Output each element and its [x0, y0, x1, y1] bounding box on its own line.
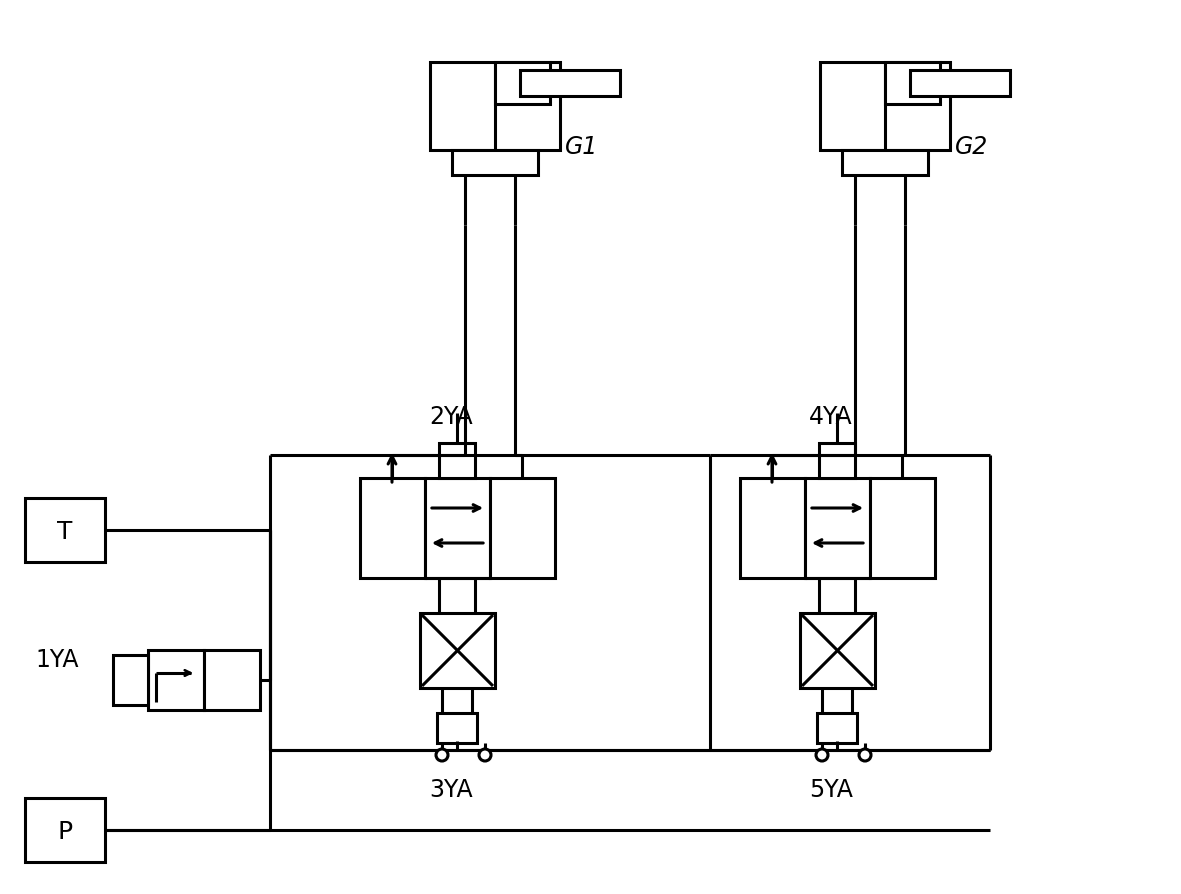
Bar — [437, 713, 477, 743]
Bar — [818, 443, 855, 478]
Bar — [805, 478, 870, 578]
Circle shape — [479, 749, 491, 761]
Bar — [420, 613, 495, 688]
Bar — [520, 70, 620, 96]
Bar — [430, 62, 560, 150]
Bar — [113, 655, 148, 705]
Bar — [870, 478, 935, 578]
Bar — [740, 478, 805, 578]
Text: T: T — [58, 520, 73, 544]
Bar — [360, 478, 425, 578]
Circle shape — [859, 749, 872, 761]
Bar — [817, 713, 857, 743]
Text: G2: G2 — [955, 135, 988, 159]
Circle shape — [816, 749, 828, 761]
Text: P: P — [58, 820, 72, 844]
Bar — [439, 443, 475, 478]
Bar — [25, 498, 105, 562]
Text: 1YA: 1YA — [35, 648, 78, 672]
Bar — [495, 62, 550, 104]
Bar — [148, 650, 204, 710]
Circle shape — [436, 749, 448, 761]
Bar — [820, 62, 950, 150]
Bar — [842, 150, 928, 175]
Bar — [490, 478, 555, 578]
Text: 3YA: 3YA — [429, 778, 472, 802]
Text: 5YA: 5YA — [809, 778, 853, 802]
Bar — [204, 650, 260, 710]
Bar — [885, 62, 940, 104]
Bar — [25, 798, 105, 862]
Bar — [425, 478, 490, 578]
Bar — [800, 613, 875, 688]
Text: G1: G1 — [565, 135, 599, 159]
Text: 2YA: 2YA — [429, 405, 472, 429]
Text: 4YA: 4YA — [809, 405, 853, 429]
Bar — [452, 150, 539, 175]
Bar — [911, 70, 1010, 96]
